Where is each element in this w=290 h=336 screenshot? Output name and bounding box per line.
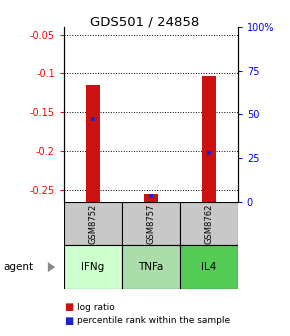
Bar <box>144 194 158 202</box>
Bar <box>64 202 122 245</box>
Bar <box>64 245 122 289</box>
Text: GSM8757: GSM8757 <box>146 203 155 244</box>
Bar <box>202 76 216 202</box>
Text: IFNg: IFNg <box>81 262 104 272</box>
Text: TNFa: TNFa <box>138 262 164 272</box>
Text: log ratio: log ratio <box>77 303 115 312</box>
Text: ■: ■ <box>64 316 73 326</box>
Text: agent: agent <box>3 262 33 272</box>
Text: GDS501 / 24858: GDS501 / 24858 <box>90 15 200 28</box>
Text: GSM8762: GSM8762 <box>204 203 213 244</box>
Text: ■: ■ <box>64 302 73 312</box>
Bar <box>180 245 238 289</box>
Text: IL4: IL4 <box>201 262 217 272</box>
Bar <box>86 85 100 202</box>
Text: GSM8752: GSM8752 <box>88 203 97 244</box>
Bar <box>122 245 180 289</box>
Bar <box>180 202 238 245</box>
Text: percentile rank within the sample: percentile rank within the sample <box>77 317 230 325</box>
Bar <box>122 202 180 245</box>
